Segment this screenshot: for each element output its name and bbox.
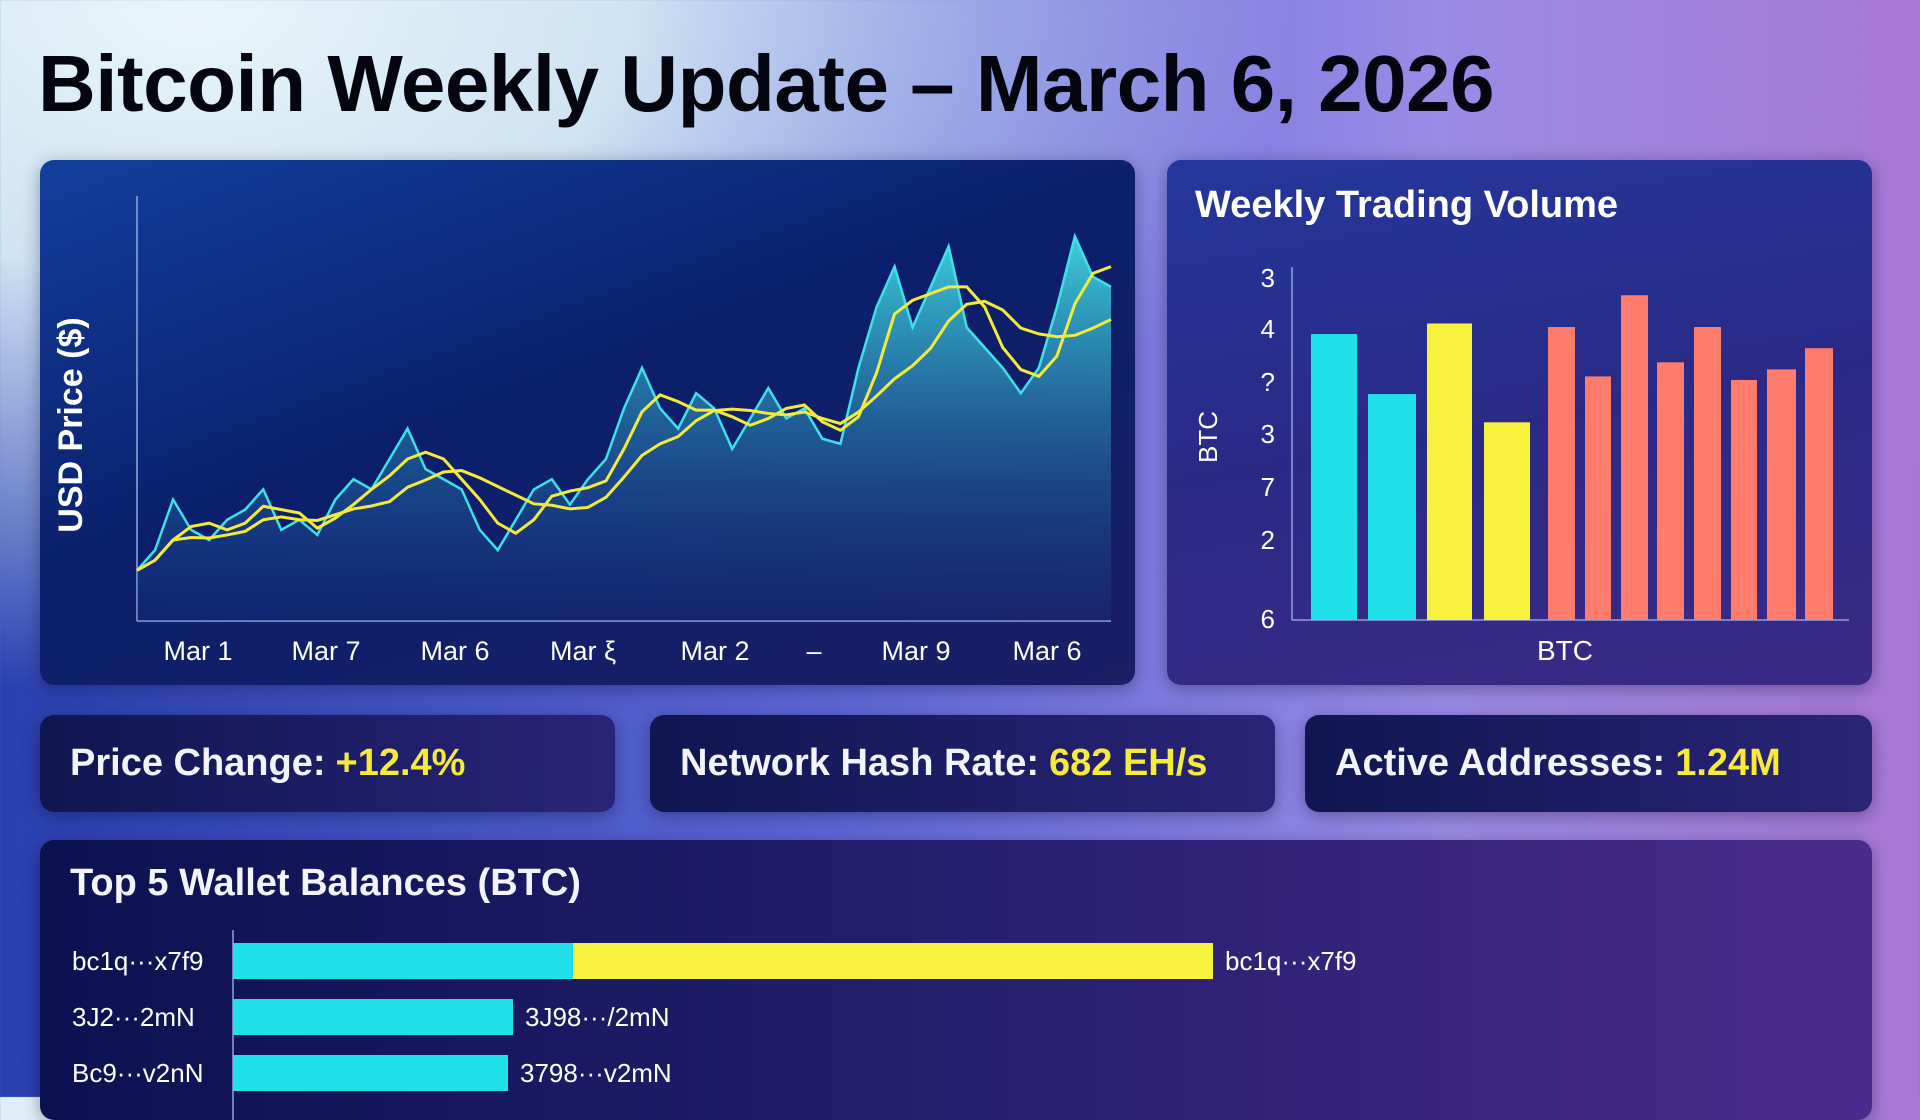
y-tick-label: 3 xyxy=(1261,419,1275,449)
stat-value: 682 EH/s xyxy=(1048,742,1208,784)
wallet-end-label: 3798···v2mN xyxy=(520,1058,672,1088)
stat-price-change: Price Change: +12.4% xyxy=(40,715,615,812)
volume-bar xyxy=(1767,369,1796,620)
wallet-balances-panel: Top 5 Wallet Balances (BTC) bc1q···x7f9 b… xyxy=(40,840,1872,1120)
wallet-bar-segment xyxy=(233,943,573,979)
wallet-chart: bc1q···x7f9 bc1q···x7f9 3J2···2mN 3J98···/2… xyxy=(72,930,1357,1120)
volume-bar xyxy=(1484,422,1530,620)
y-tick-label: 7 xyxy=(1261,472,1275,502)
y-tick-label: 6 xyxy=(1261,604,1275,634)
volume-bar xyxy=(1731,379,1757,620)
y-tick-label: 4 xyxy=(1261,314,1275,344)
x-tick-label: Mar 6 xyxy=(420,636,489,666)
wallet-label: Bc9···v2nN xyxy=(72,1058,203,1088)
stat-value: 1.24M xyxy=(1675,742,1781,784)
x-tick-label: Mar 9 xyxy=(881,636,950,666)
x-tick-label: Mar 1 xyxy=(163,636,232,666)
y-tick-label: ? xyxy=(1261,367,1275,397)
volume-bar xyxy=(1311,334,1357,620)
stat-label: Network Hash Rate: xyxy=(680,742,1039,784)
volume-bar xyxy=(1368,394,1416,620)
stat-label: Active Addresses: xyxy=(1335,742,1666,784)
x-tick-label: Mar 6 xyxy=(1012,636,1081,666)
page-title: Bitcoin Weekly Update – March 6, 2026 xyxy=(38,39,1495,128)
wallet-chart-title: Top 5 Wallet Balances (BTC) xyxy=(70,862,581,904)
price-chart-panel: USD Price ($) Mar 1 Mar 7 Mar 6 Mar ξ Mar 2 –… xyxy=(40,160,1135,685)
volume-bar xyxy=(1427,323,1472,620)
price-chart: USD Price ($) Mar 1 Mar 7 Mar 6 Mar ξ Mar 2 –… xyxy=(52,196,1112,666)
ma-slow-line xyxy=(136,299,1112,572)
wallet-end-label: 3J98···/2mN xyxy=(525,1002,669,1032)
y-axis-title: USD Price ($) xyxy=(52,317,90,532)
y-axis-title: BTC xyxy=(1193,411,1223,463)
wallet-end-label: bc1q···x7f9 xyxy=(1225,946,1357,976)
x-tick-label: Mar ξ xyxy=(550,636,616,666)
ma-fast-line xyxy=(136,265,1112,572)
wallet-label: 3J2···2mN xyxy=(72,1002,195,1032)
y-tick-label: 2 xyxy=(1261,525,1275,555)
wallet-bar-segment xyxy=(233,1055,508,1091)
volume-bar xyxy=(1548,327,1575,620)
x-tick-label: Mar 7 xyxy=(291,636,360,666)
wallet-bar-segment xyxy=(573,943,1213,979)
stat-label: Price Change: xyxy=(70,742,326,784)
volume-chart: Weekly Trading Volume BTC BTC 3 4? 3 7 2 6 xyxy=(1193,184,1849,666)
volume-bar xyxy=(1805,348,1833,620)
volume-chart-title: Weekly Trading Volume xyxy=(1195,184,1618,226)
volume-bar xyxy=(1621,295,1648,620)
price-area xyxy=(137,236,1111,621)
volume-bar xyxy=(1694,327,1721,620)
y-tick-label: 3 xyxy=(1261,263,1275,293)
x-tick-label: – xyxy=(806,636,821,666)
wallet-bar-segment xyxy=(233,999,513,1035)
x-axis-title: BTC xyxy=(1537,635,1593,666)
wallet-label: bc1q···x7f9 xyxy=(72,946,204,976)
volume-chart-panel: Weekly Trading Volume BTC BTC 3 4? 3 7 2 6 xyxy=(1167,160,1872,685)
volume-bar xyxy=(1657,362,1684,620)
x-tick-label: Mar 2 xyxy=(680,636,749,666)
stat-hash-rate: Network Hash Rate: 682 EH/s xyxy=(650,715,1275,812)
stat-value: +12.4% xyxy=(335,742,466,784)
volume-bar xyxy=(1585,376,1611,620)
stat-active-addresses: Active Addresses: 1.24M xyxy=(1305,715,1872,812)
